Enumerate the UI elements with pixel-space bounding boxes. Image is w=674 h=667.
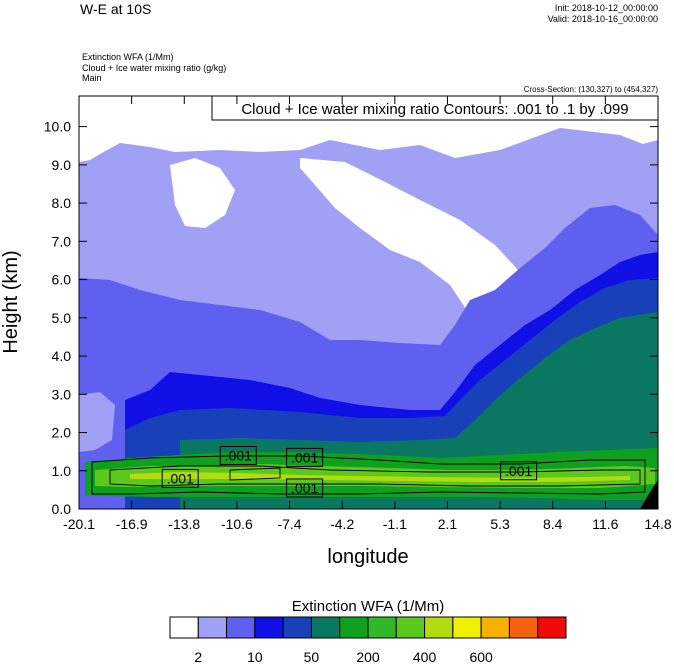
colorbar-swatch xyxy=(367,616,397,639)
colorbar-label: 10 xyxy=(247,649,263,665)
x-tick-label: -4.2 xyxy=(330,516,354,532)
x-tick-label: 5.3 xyxy=(490,516,510,532)
terrain xyxy=(640,480,658,509)
colorbar-swatch xyxy=(197,616,228,639)
x-tick-label: -16.9 xyxy=(116,516,148,532)
x-tick-label: 14.8 xyxy=(644,516,671,532)
shade-pale-left-patch xyxy=(79,392,115,452)
colorbar-label: 200 xyxy=(356,649,380,665)
y-tick-label: 1.0 xyxy=(52,463,72,479)
contour-label-box xyxy=(286,478,324,498)
colorbar-swatch xyxy=(452,616,482,639)
colorbar-swatch xyxy=(424,616,454,639)
colorbar-swatch xyxy=(282,616,312,639)
x-tick-label: 11.6 xyxy=(592,516,618,532)
contour-label-box xyxy=(219,445,257,465)
field-label-cloud-ice: Cloud + Ice water mixing ratio (g/kg) xyxy=(82,63,226,73)
x-tick-label: -7.4 xyxy=(277,516,301,532)
contour-label-box xyxy=(500,461,538,481)
cross-section-label: Cross-Section: (130,327) to (454,327) xyxy=(524,85,659,94)
colorbar-swatch xyxy=(395,616,426,639)
contour-legend-box xyxy=(211,95,659,121)
init-time: Init: 2018-10-12_00:00:00 xyxy=(555,3,658,13)
y-tick-label: 6.0 xyxy=(52,272,72,288)
colorbar-swatch xyxy=(508,616,539,639)
contour-label-box xyxy=(161,468,199,488)
y-tick-label: 9.0 xyxy=(52,157,72,173)
x-tick-label: -20.1 xyxy=(63,516,95,532)
chart-title: W-E at 10S xyxy=(80,1,151,17)
y-tick-label: 2.0 xyxy=(52,425,72,441)
colorbar-swatch xyxy=(339,616,369,639)
y-tick-label: 7.0 xyxy=(52,233,72,249)
contour-label: .001 xyxy=(291,480,318,496)
y-tick-label: 10.0 xyxy=(44,119,71,135)
contour-label: .001 xyxy=(291,449,318,465)
plot-area xyxy=(79,96,658,509)
colorbar-swatch xyxy=(226,616,256,639)
contour-label: .001 xyxy=(505,463,532,479)
contour-label-box xyxy=(286,447,324,467)
y-axis-label: Height (km) xyxy=(0,250,22,353)
x-tick-label: -10.6 xyxy=(221,516,253,532)
contour-lines xyxy=(91,455,646,495)
colorbar-label: 2 xyxy=(194,649,202,665)
x-tick-label: 2.1 xyxy=(438,516,458,532)
contour-label: .001 xyxy=(167,470,194,486)
field-label-main: Main xyxy=(82,73,102,83)
field-label-extinction: Extinction WFA (1/Mm) xyxy=(82,52,174,62)
colorbar-title: Extinction WFA (1/Mm) xyxy=(292,598,445,615)
x-axis-label: longitude xyxy=(327,546,408,568)
contour-label: .001 xyxy=(225,447,252,463)
shade-light-blue-region xyxy=(620,140,658,210)
contour-labels: .001 .001 .001 .001 .001 xyxy=(161,445,538,498)
y-axis: 0.0 1.0 2.0 3.0 4.0 5.0 6.0 7.0 8.0 9.0 10.0 xyxy=(44,119,658,517)
x-tick-label: -13.8 xyxy=(168,516,200,532)
colorbar-label: 50 xyxy=(304,649,320,665)
colorbar-label: 400 xyxy=(413,649,437,665)
y-tick-label: 0.0 xyxy=(52,501,72,517)
y-tick-label: 4.0 xyxy=(52,348,72,364)
x-axis: -20.1 -16.9 -13.8 -10.6 -7.4 -4.2 -1.1 2.1 5.3 8.… xyxy=(63,96,672,532)
colorbar-swatch xyxy=(169,616,199,639)
colorbar-swatch xyxy=(537,616,567,639)
y-tick-label: 3.0 xyxy=(52,386,72,402)
y-tick-label: 5.0 xyxy=(52,310,72,326)
valid-time: Valid: 2018-10-16_00:00:00 xyxy=(548,14,658,24)
contour-legend-text: Cloud + Ice water mixing ratio Contours:… xyxy=(241,101,628,118)
x-tick-label: -1.1 xyxy=(383,516,407,532)
colorbar-swatch xyxy=(254,616,284,639)
colorbar-swatch xyxy=(480,616,510,639)
colorbar: 2 10 50 200 400 600 xyxy=(169,616,567,665)
y-tick-label: 8.0 xyxy=(52,195,72,211)
colorbar-label: 600 xyxy=(469,649,493,665)
colorbar-swatch xyxy=(310,616,341,639)
x-tick-label: 8.4 xyxy=(543,516,563,532)
